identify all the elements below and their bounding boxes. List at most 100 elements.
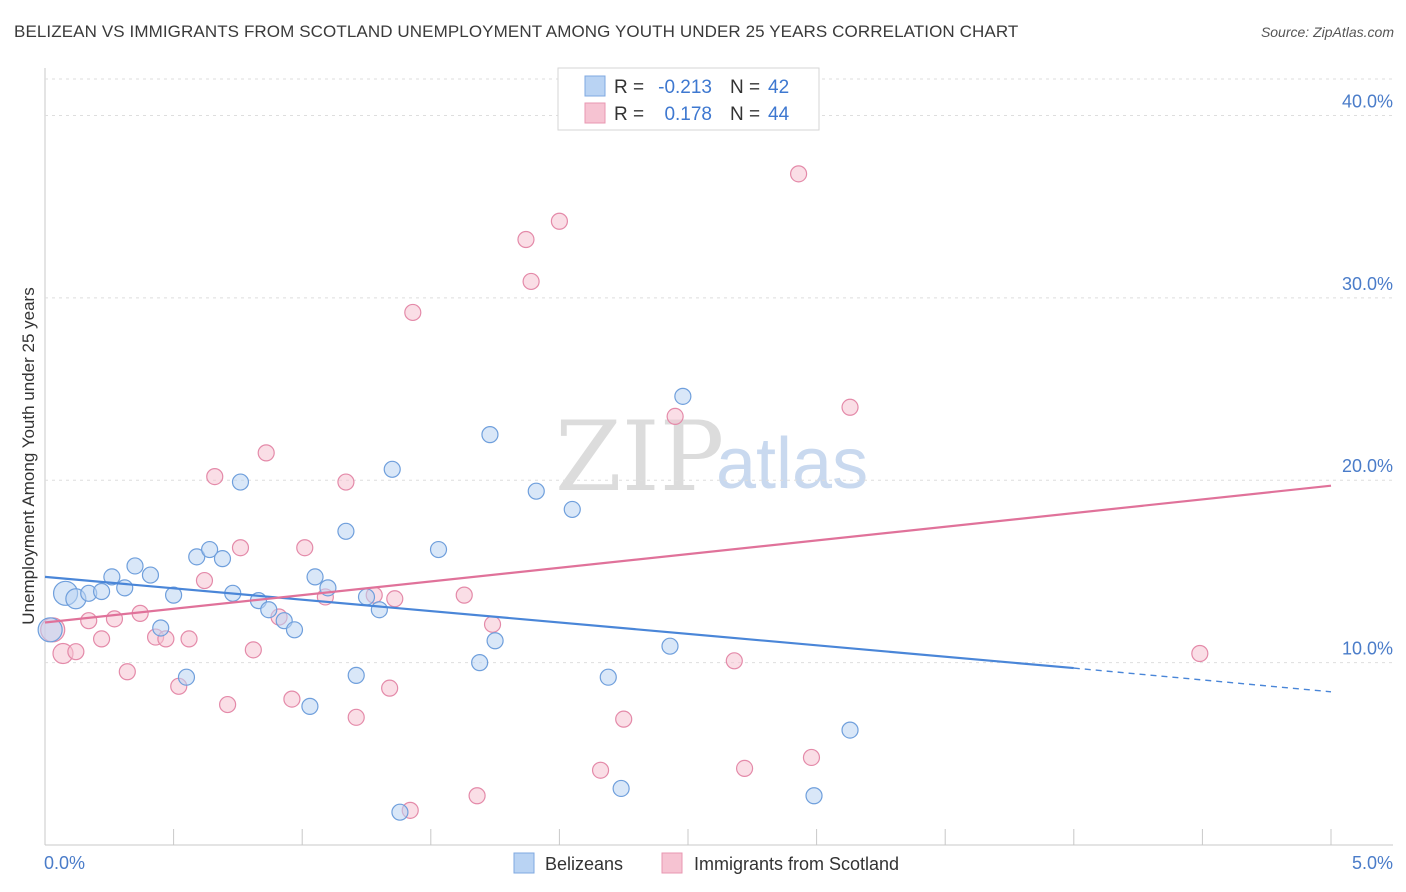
belizean-points (37, 387, 859, 821)
scotland-point (296, 539, 314, 557)
scotland-point (615, 710, 633, 728)
scotland-point (105, 610, 124, 628)
legend-swatch-pink (584, 102, 606, 124)
belizean-point (177, 668, 196, 686)
y-axis-label: Unemployment Among Youth under 25 years (19, 287, 38, 624)
x-ticks (44, 829, 1332, 845)
belizean-point (92, 582, 111, 601)
y-tick-label: 40.0% (1342, 91, 1393, 111)
scotland-point (118, 663, 136, 681)
legend-swatch-blue (584, 75, 606, 97)
scotland-point (802, 748, 821, 767)
belizean-point (347, 666, 365, 684)
belizean-point (337, 522, 355, 540)
belizean-point (103, 568, 121, 586)
y-tick-labels: 10.0% 20.0% 30.0% 40.0% (1342, 91, 1393, 658)
belizean-point (486, 632, 504, 650)
y-tick-label: 30.0% (1342, 274, 1393, 294)
scotland-point (231, 539, 250, 557)
belizean-point (661, 637, 679, 655)
scotland-point (381, 679, 399, 697)
belizean-point (126, 557, 144, 575)
scotland-point (517, 230, 535, 249)
belizean-point (527, 482, 545, 500)
belizean-trend-line (44, 575, 1074, 670)
series-legend: Belizeans Immigrants from Scotland (513, 852, 899, 874)
legend-r-value-2: 0.178 (664, 104, 712, 125)
scotland-trend-line (44, 484, 1332, 624)
scotland-point (337, 473, 355, 491)
source-label: Source: ZipAtlas.com (1260, 24, 1394, 40)
belizean-point (141, 566, 160, 584)
belizean-point (391, 803, 409, 821)
belizean-point (674, 387, 692, 405)
scotland-point (666, 407, 684, 426)
legend-n-label-2: N = (730, 104, 760, 125)
belizean-point (805, 787, 823, 805)
belizean-point (383, 460, 401, 478)
scotland-point (404, 303, 422, 322)
scotland-point (483, 615, 502, 633)
belizean-point (213, 550, 232, 568)
scotland-point (550, 212, 569, 230)
bottom-legend-scotland: Immigrants from Scotland (694, 854, 899, 874)
watermark-zip: ZIP (555, 401, 724, 513)
y-tick-label: 10.0% (1342, 639, 1393, 659)
belizean-point (260, 601, 278, 619)
belizean-point (563, 500, 581, 519)
belizean-point (599, 668, 617, 686)
scotland-point (80, 612, 98, 630)
belizean-point (231, 473, 250, 491)
belizean-point (481, 426, 499, 444)
legend-n-value-2: 44 (768, 104, 790, 125)
belizean-point (301, 697, 319, 715)
scotland-point (1191, 644, 1209, 663)
watermark-atlas: atlas (716, 424, 868, 504)
scotland-point (386, 590, 404, 608)
scotland-point (257, 444, 275, 462)
belizean-point (116, 579, 134, 597)
legend-r-label-1: R = (614, 77, 644, 98)
scotland-point (735, 759, 754, 778)
belizean-point (429, 540, 448, 559)
scotland-point (725, 652, 743, 670)
chart-title: BELIZEAN VS IMMIGRANTS FROM SCOTLAND UNE… (14, 22, 1019, 41)
bottom-legend-belizeans: Belizeans (545, 854, 623, 874)
legend-r-value-1: -0.213 (658, 77, 712, 98)
correlation-legend: R = -0.213 N = 42 R = 0.178 N = 44 (557, 67, 820, 131)
x-tick-label-max: 5.0% (1352, 853, 1393, 873)
belizean-point (165, 586, 183, 604)
trend-lines (44, 484, 1332, 693)
belizean-point (471, 654, 489, 672)
belizean-trend-extension (1073, 667, 1332, 693)
scotland-point (219, 695, 237, 714)
belizean-point (188, 548, 206, 566)
x-tick-label-min: 0.0% (44, 853, 85, 873)
y-tick-label: 20.0% (1342, 456, 1393, 476)
belizean-point (306, 568, 324, 586)
gridlines (45, 78, 1393, 664)
bottom-legend-swatch-blue (513, 852, 535, 874)
scotland-point (283, 690, 301, 708)
belizean-point (841, 721, 859, 739)
scotland-point (841, 398, 859, 416)
legend-n-value-1: 42 (768, 77, 789, 98)
legend-n-label-1: N = (730, 77, 760, 98)
scotland-point (789, 165, 808, 183)
belizean-point (357, 588, 376, 606)
belizean-point (201, 540, 219, 559)
scotland-point (92, 630, 111, 648)
belizean-point (370, 601, 388, 619)
scotland-point (180, 630, 198, 648)
bottom-legend-swatch-pink (661, 852, 683, 874)
scotland-point (206, 467, 224, 486)
scotland-point (455, 586, 473, 604)
belizean-point (612, 779, 630, 798)
legend-r-label-2: R = (614, 104, 644, 125)
scotland-point (195, 571, 214, 590)
scotland-point (67, 643, 85, 661)
scotland-point (522, 272, 540, 291)
scotland-point (591, 761, 610, 779)
scotland-point (468, 787, 486, 805)
